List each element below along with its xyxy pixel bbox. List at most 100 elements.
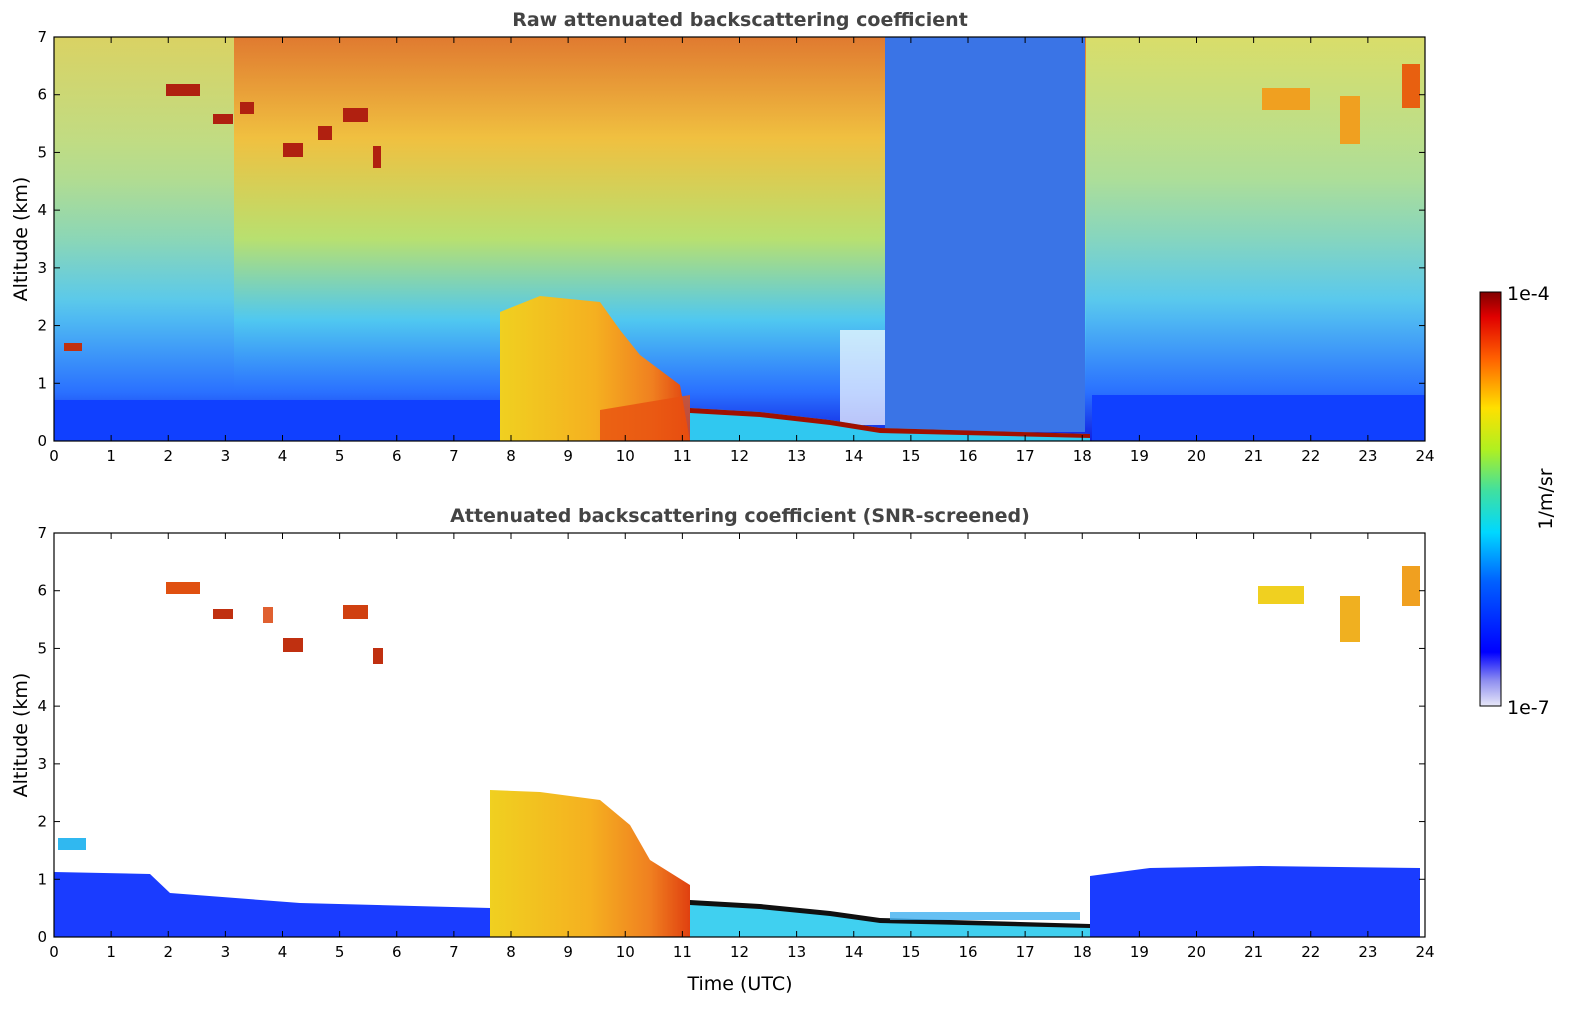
x-tick-label: 10 <box>616 943 635 961</box>
panel1-x-axis: 0 1 2 3 4 5 6 7 8 9 10 11 12 13 14 15 16 17 18 19 20 21 22 23 24 <box>49 37 1435 465</box>
y-tick-label: 3 <box>37 259 47 277</box>
raw-mid-level-clouds <box>166 84 381 168</box>
panel2-heatmap <box>54 533 1425 937</box>
y-tick-label: 5 <box>37 143 47 161</box>
x-tick-label: 3 <box>221 447 231 465</box>
x-tick-label: 19 <box>1130 943 1149 961</box>
x-tick-label: 11 <box>673 447 692 465</box>
y-tick-label: 1 <box>37 374 47 392</box>
x-tick-label: 20 <box>1187 447 1206 465</box>
raw-upper-clouds <box>1262 64 1420 144</box>
x-tick-label: 23 <box>1358 943 1377 961</box>
raw-precip-lower <box>600 395 690 441</box>
raw-isolated-low-cloud <box>64 343 82 351</box>
panel1-y-axis: 0 1 2 3 4 5 6 7 <box>37 28 1425 450</box>
x-tick-label: 0 <box>49 943 59 961</box>
x-tick-label: 4 <box>278 447 288 465</box>
x-tick-label: 14 <box>844 447 863 465</box>
panel2-title: Attenuated backscattering coefficient (S… <box>450 505 1030 527</box>
raw-boundary-layer-right <box>1092 395 1425 441</box>
x-tick-label: 16 <box>958 447 977 465</box>
x-tick-label: 6 <box>392 943 402 961</box>
x-tick-label: 14 <box>844 943 863 961</box>
x-tick-label: 8 <box>506 447 516 465</box>
x-tick-label: 17 <box>1016 943 1035 961</box>
x-tick-label: 19 <box>1130 447 1149 465</box>
x-tick-label: 24 <box>1415 943 1434 961</box>
y-tick-label: 2 <box>37 317 47 335</box>
y-tick-label: 4 <box>37 697 47 715</box>
panel1-heatmap <box>54 37 1425 441</box>
x-tick-label: 12 <box>730 943 749 961</box>
raw-boundary-layer-left <box>54 400 501 441</box>
x-tick-label: 2 <box>163 943 173 961</box>
x-tick-label: 4 <box>278 943 288 961</box>
raw-low-noise-region <box>885 37 1085 432</box>
x-tick-label: 22 <box>1301 943 1320 961</box>
y-tick-label: 5 <box>37 639 47 657</box>
x-tick-label: 24 <box>1415 447 1434 465</box>
x-tick-label: 18 <box>1073 447 1092 465</box>
panel2-y-label: Altitude (km) <box>10 673 32 798</box>
y-tick-label: 6 <box>37 582 47 600</box>
panel2-x-label: Time (UTC) <box>686 973 792 995</box>
y-tick-label: 2 <box>37 813 47 831</box>
panel2-y-axis: 0 1 2 3 4 5 6 7 <box>37 524 1425 946</box>
y-tick-label: 1 <box>37 870 47 888</box>
screened-precipitation <box>490 790 690 937</box>
colorbar-min-label: 1e-7 <box>1507 697 1550 719</box>
x-tick-label: 1 <box>106 447 116 465</box>
colorbar-max-label: 1e-4 <box>1507 283 1550 305</box>
y-tick-label: 6 <box>37 86 47 104</box>
x-tick-label: 5 <box>335 943 345 961</box>
panel1-y-label: Altitude (km) <box>10 177 32 302</box>
x-tick-label: 9 <box>563 447 573 465</box>
x-tick-label: 22 <box>1301 447 1320 465</box>
y-tick-label: 4 <box>37 201 47 219</box>
colorbar-label: 1/m/sr <box>1535 468 1557 529</box>
raw-white-gap <box>840 330 885 425</box>
screened-isolated-low-cloud <box>58 838 86 850</box>
y-tick-label: 0 <box>37 432 47 450</box>
x-tick-label: 21 <box>1244 943 1263 961</box>
y-tick-label: 7 <box>37 28 47 46</box>
x-tick-label: 13 <box>787 943 806 961</box>
y-tick-label: 7 <box>37 524 47 542</box>
x-tick-label: 21 <box>1244 447 1263 465</box>
x-tick-label: 16 <box>958 943 977 961</box>
x-tick-label: 17 <box>1016 447 1035 465</box>
screened-boundary-layer-left <box>54 872 500 937</box>
screened-upper-clouds <box>1258 566 1420 642</box>
x-tick-label: 1 <box>106 943 116 961</box>
x-tick-label: 5 <box>335 447 345 465</box>
x-tick-label: 8 <box>506 943 516 961</box>
x-tick-label: 0 <box>49 447 59 465</box>
colorbar <box>1479 291 1502 707</box>
raw-cloud-base-layer <box>690 408 1090 438</box>
x-tick-label: 12 <box>730 447 749 465</box>
screened-mid-level-clouds <box>166 582 383 664</box>
x-tick-label: 3 <box>221 943 231 961</box>
x-tick-label: 15 <box>901 943 920 961</box>
screened-cloud-base-layer <box>690 900 1090 928</box>
x-tick-label: 10 <box>616 447 635 465</box>
raw-noise-right <box>1086 37 1425 441</box>
screened-thin-layer <box>890 912 1080 920</box>
y-tick-label: 3 <box>37 755 47 773</box>
x-tick-label: 18 <box>1073 943 1092 961</box>
x-tick-label: 11 <box>673 943 692 961</box>
x-tick-label: 20 <box>1187 943 1206 961</box>
x-tick-label: 7 <box>449 447 459 465</box>
x-tick-label: 13 <box>787 447 806 465</box>
y-tick-label: 0 <box>37 928 47 946</box>
x-tick-label: 23 <box>1358 447 1377 465</box>
screened-boundary-layer-right <box>1090 866 1420 937</box>
x-tick-label: 6 <box>392 447 402 465</box>
raw-noise-left <box>54 37 234 441</box>
x-tick-label: 2 <box>163 447 173 465</box>
x-tick-label: 15 <box>901 447 920 465</box>
x-tick-label: 7 <box>449 943 459 961</box>
x-tick-label: 9 <box>563 943 573 961</box>
panel2-x-axis: 0 1 2 3 4 5 6 7 8 9 10 11 12 13 14 15 16 17 18 19 20 21 22 23 24 <box>49 533 1435 961</box>
